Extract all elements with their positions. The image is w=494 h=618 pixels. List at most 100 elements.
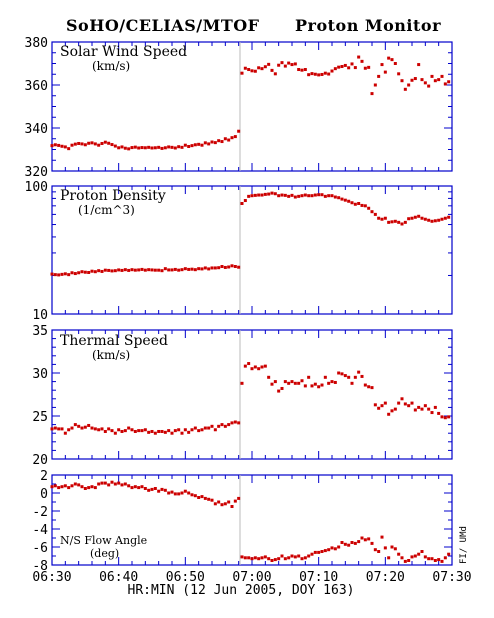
density-point [423,217,427,221]
density-point [67,273,71,277]
density-point [377,216,381,220]
thermal-point [117,428,121,432]
flow-point [153,487,157,490]
density-point [130,268,134,272]
density-point [307,194,311,198]
thermal-point [180,431,184,435]
density-point [80,270,84,274]
flow-point [173,492,177,496]
flow-point [93,486,97,490]
flow-point [417,552,421,556]
density-point [110,269,114,273]
flow-point [160,487,164,491]
thermal-point [257,367,261,371]
speed-point [160,146,164,150]
flow-point [413,554,417,558]
speed-point [333,67,337,71]
thermal-point [417,405,421,409]
flow-point [387,556,391,560]
density-point [330,194,334,198]
density-point [400,222,404,226]
thermal-point [400,397,404,401]
speed-point [163,146,167,150]
speed-point [360,59,364,63]
density-point [103,268,107,272]
density-point [60,272,64,276]
thermal-point [447,415,451,419]
speed-point [113,144,117,148]
thermal-point [233,420,237,424]
thermal-point [113,431,117,435]
speed-point [80,142,84,146]
thermal-point [160,429,164,433]
flow-point [223,502,227,506]
speed-point [137,146,141,150]
density-point [50,272,54,276]
density-ytick-label: 100 [25,180,48,195]
density-point [150,268,154,272]
flow-point [80,485,84,489]
speed-point [53,143,57,147]
density-point [57,273,61,277]
flow-ytick-label: 2 [40,469,48,484]
thermal-point [123,429,127,433]
speed-point [250,69,254,73]
speed-point [157,145,161,149]
speed-point [120,145,124,149]
speed-point [67,147,71,151]
thermal-point [190,428,194,432]
flow-point [203,496,207,500]
header-left-title: SoHO/CELIAS/MTOF [66,16,260,35]
thermal-point [353,375,357,379]
speed-point [363,66,367,70]
flow-point [200,495,204,499]
density-point [327,194,331,198]
flow-point [377,550,381,553]
flow-point [447,552,451,556]
x-axis-label: HR:MIN (12 Jun 2005, DOY 163) [128,583,355,598]
flow-point [257,557,261,561]
thermal-point [260,365,264,369]
flow-point [110,480,114,484]
speed-ytick-label: 340 [25,122,48,137]
flow-point [340,541,344,544]
density-point [170,268,174,272]
thermal-point [237,421,241,425]
density-point [247,194,251,198]
density-point [383,216,387,220]
speed-point [97,143,101,147]
flow-point [337,545,341,549]
density-point [360,203,364,207]
header-right-title: Proton Monitor [295,16,441,35]
flow-point [100,481,104,485]
flow-point [343,542,347,546]
flow-point [313,550,317,554]
thermal-point [270,382,274,386]
thermal-point [440,415,444,419]
thermal-point [410,401,414,405]
density-point [213,266,217,270]
flow-point [327,548,331,552]
density-point [83,270,87,274]
speed-point [447,80,451,84]
speed-point [93,142,97,146]
density-point [290,193,294,197]
flow-point [400,556,404,560]
thermal-point [363,383,367,387]
flow-point [120,483,124,487]
thermal-point [407,404,411,408]
flow-point [270,559,274,562]
speed-point [417,63,421,67]
thermal-point [390,409,394,413]
thermal-point [57,427,61,431]
flow-point [143,487,147,490]
speed-point [60,144,64,148]
flow-point [60,485,64,489]
speed-point [133,145,137,149]
speed-point [50,144,54,148]
thermal-point [140,429,144,433]
density-point [120,268,124,272]
thermal-point [63,431,67,435]
thermal-point [223,424,227,428]
speed-point [127,147,131,151]
